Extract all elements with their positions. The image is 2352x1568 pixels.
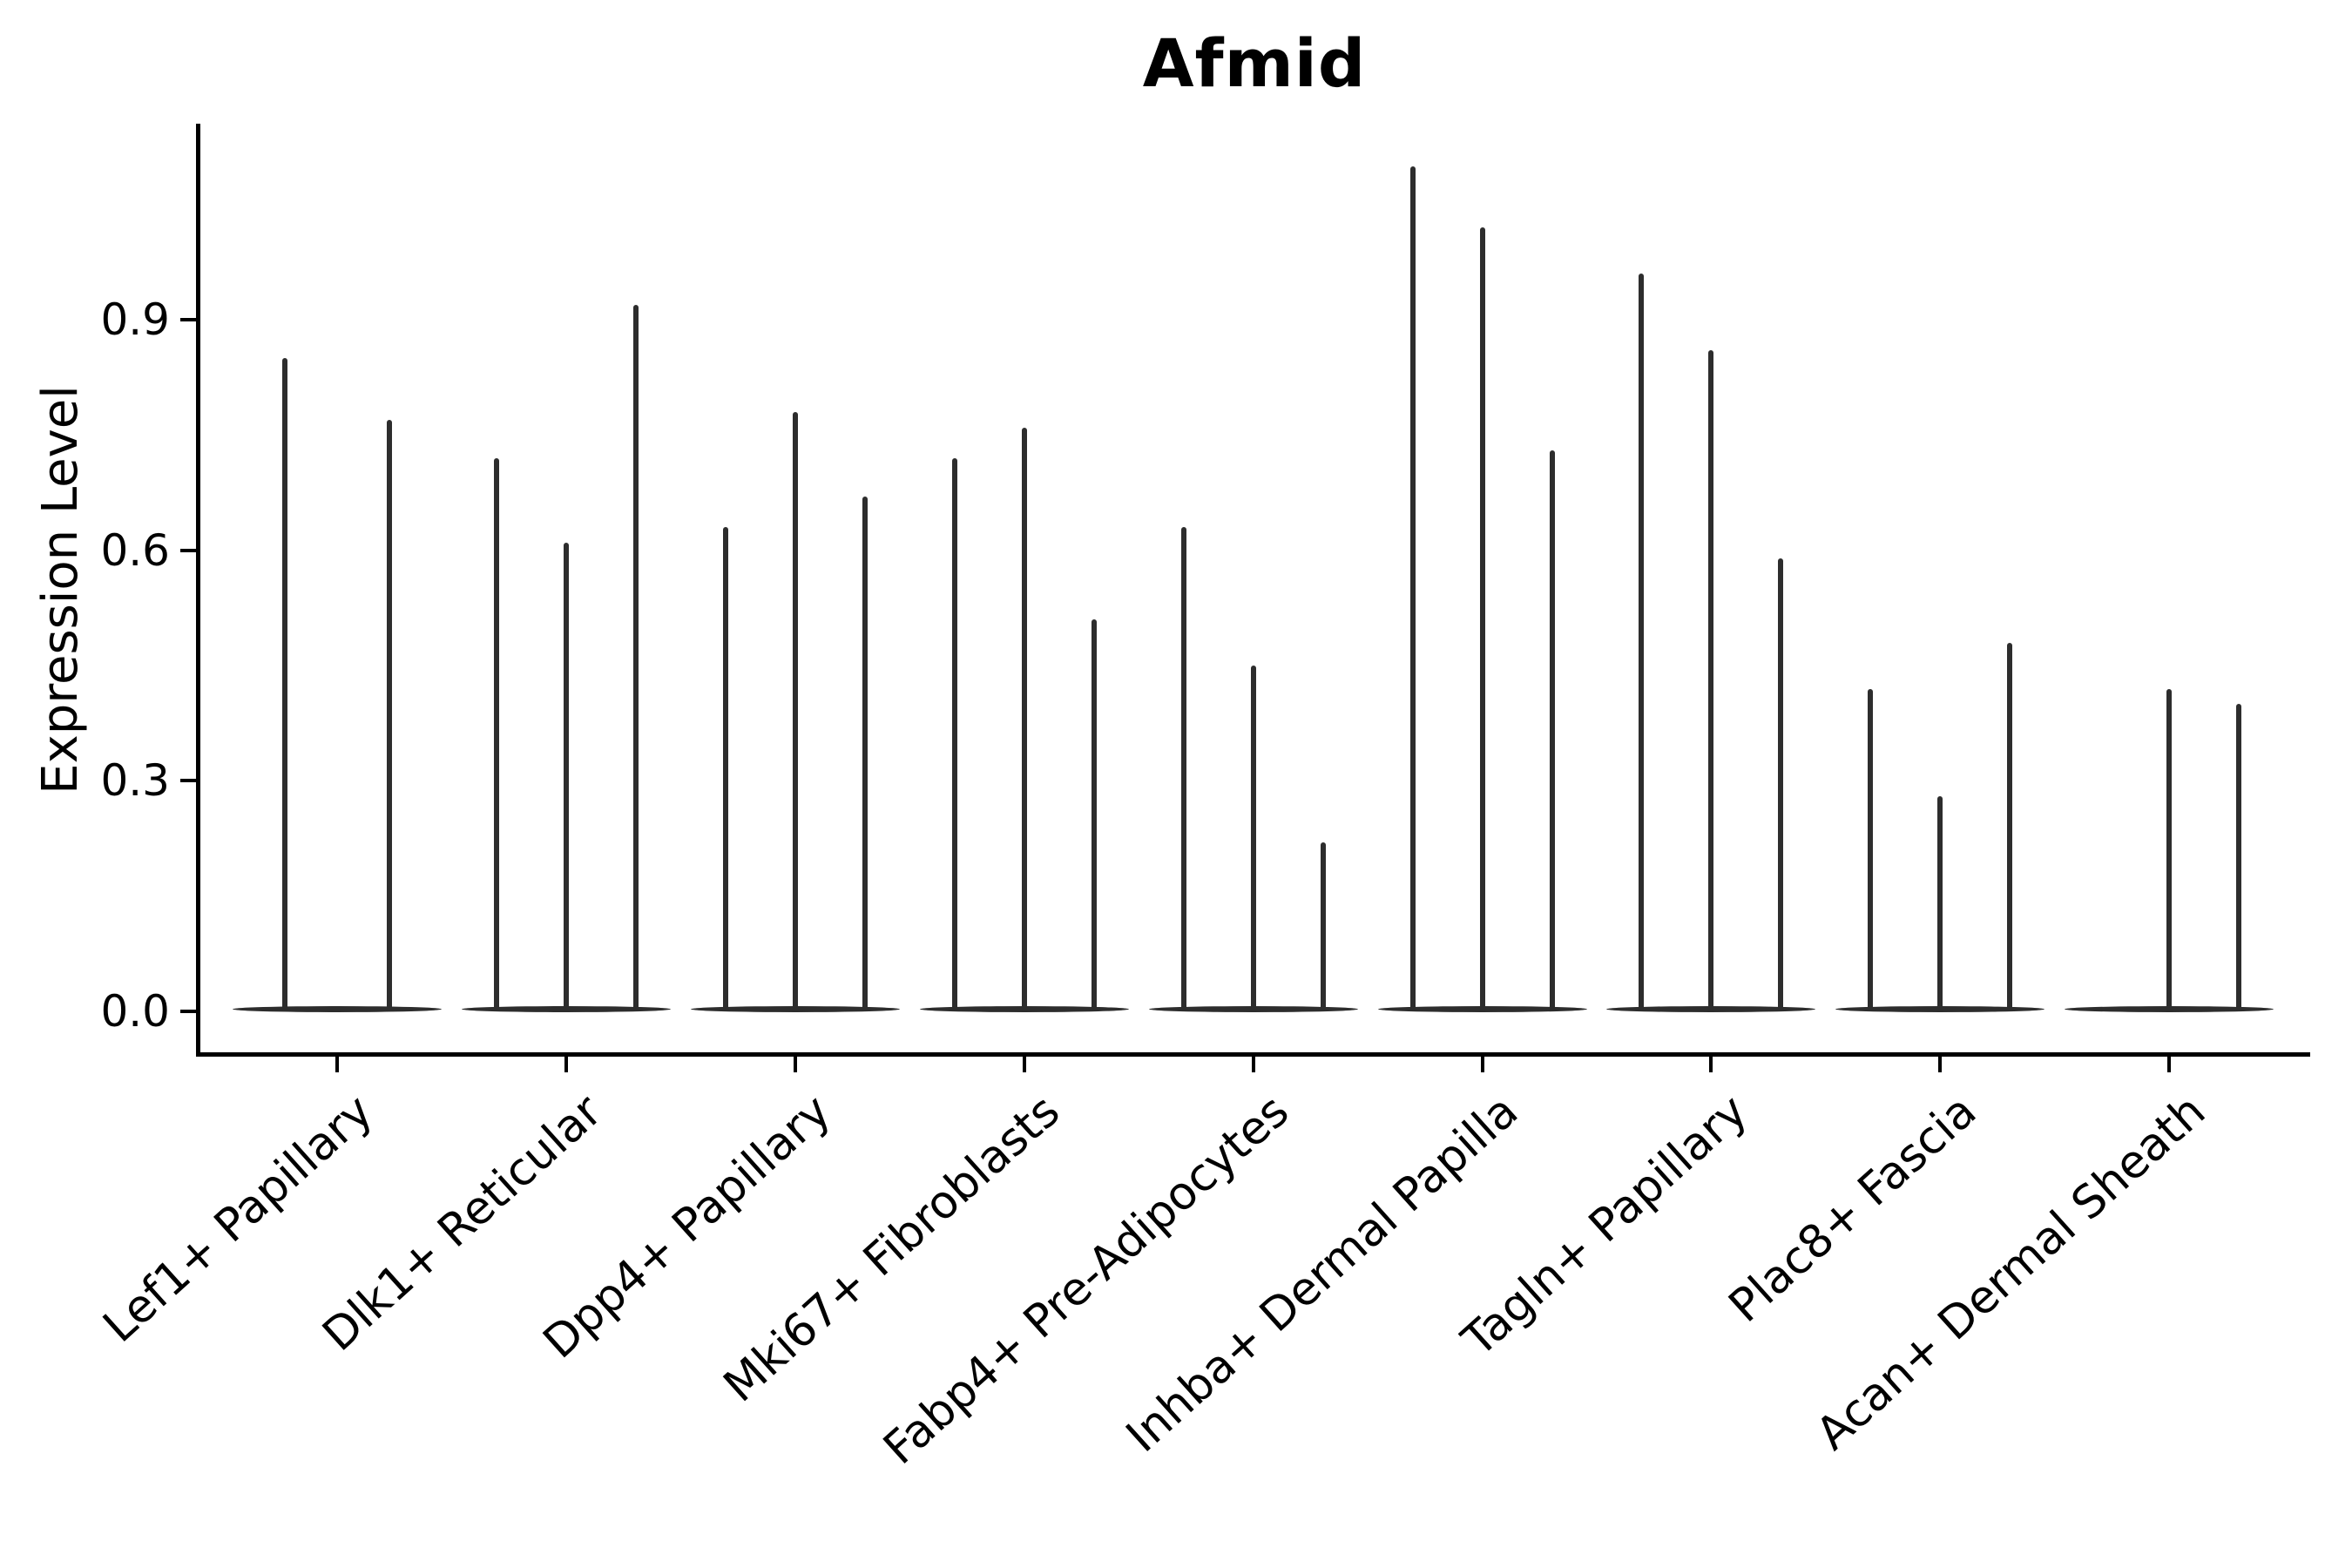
violin-needle (282, 358, 287, 1010)
x-tick-mark (793, 1057, 797, 1072)
violin-needle (722, 527, 728, 1010)
violin-needle (1778, 558, 1784, 1010)
violin-needle (951, 457, 957, 1010)
x-tick-label: Acan+ Dermal Sheath (1806, 1085, 2216, 1461)
violin-needle (387, 419, 392, 1010)
violin-needle (1549, 450, 1555, 1010)
x-tick-mark (1938, 1057, 1943, 1072)
y-axis-line (196, 124, 200, 1057)
y-tick-label: 0.9 (100, 294, 170, 346)
violin-needle (1320, 841, 1326, 1010)
x-tick-mark (1251, 1057, 1255, 1072)
x-tick-label: Inhba+ Dermal Papilla (1117, 1085, 1529, 1463)
x-tick-mark (1709, 1057, 1713, 1072)
violin-needle (1409, 166, 1416, 1010)
violin-needle (563, 542, 569, 1010)
y-tick-mark (180, 318, 196, 322)
y-tick-label: 0.0 (100, 986, 170, 1037)
violin-needle (792, 412, 798, 1010)
x-tick-mark (2167, 1057, 2172, 1072)
y-tick-mark (180, 779, 196, 783)
violin-needle (632, 304, 639, 1010)
violin-needle (1479, 227, 1485, 1010)
violin-needle (1021, 427, 1027, 1010)
x-tick-mark (1022, 1057, 1026, 1072)
y-tick-label: 0.3 (100, 755, 170, 807)
violin-needle (1250, 666, 1256, 1010)
violin-needle (1708, 350, 1714, 1010)
y-tick-mark (180, 1010, 196, 1013)
y-tick-label: 0.6 (100, 524, 170, 576)
chart-title: Afmid (1142, 24, 1367, 102)
violin-needle (2236, 704, 2242, 1010)
y-tick-mark (180, 548, 196, 552)
violin-base (233, 1005, 442, 1012)
violin-needle (1639, 274, 1645, 1010)
x-tick-mark (564, 1057, 568, 1072)
x-tick-mark (335, 1057, 339, 1072)
violin-needle (2007, 642, 2013, 1010)
violin-needle (1091, 619, 1097, 1010)
violin-needle (493, 457, 499, 1010)
violin-needle (1937, 796, 1943, 1010)
x-tick-label: Plac8+ Fascia (1719, 1085, 1987, 1333)
violin-needle (2166, 688, 2173, 1010)
y-axis-label: Expression Level (32, 385, 89, 794)
x-axis-line (196, 1052, 2310, 1057)
violin-needle (862, 497, 868, 1010)
violin-needle (1180, 527, 1186, 1010)
x-tick-label: Fabp4+ Pre-Adipocytes (874, 1085, 1300, 1476)
x-tick-mark (1480, 1057, 1484, 1072)
violin-needle (1868, 688, 1874, 1010)
